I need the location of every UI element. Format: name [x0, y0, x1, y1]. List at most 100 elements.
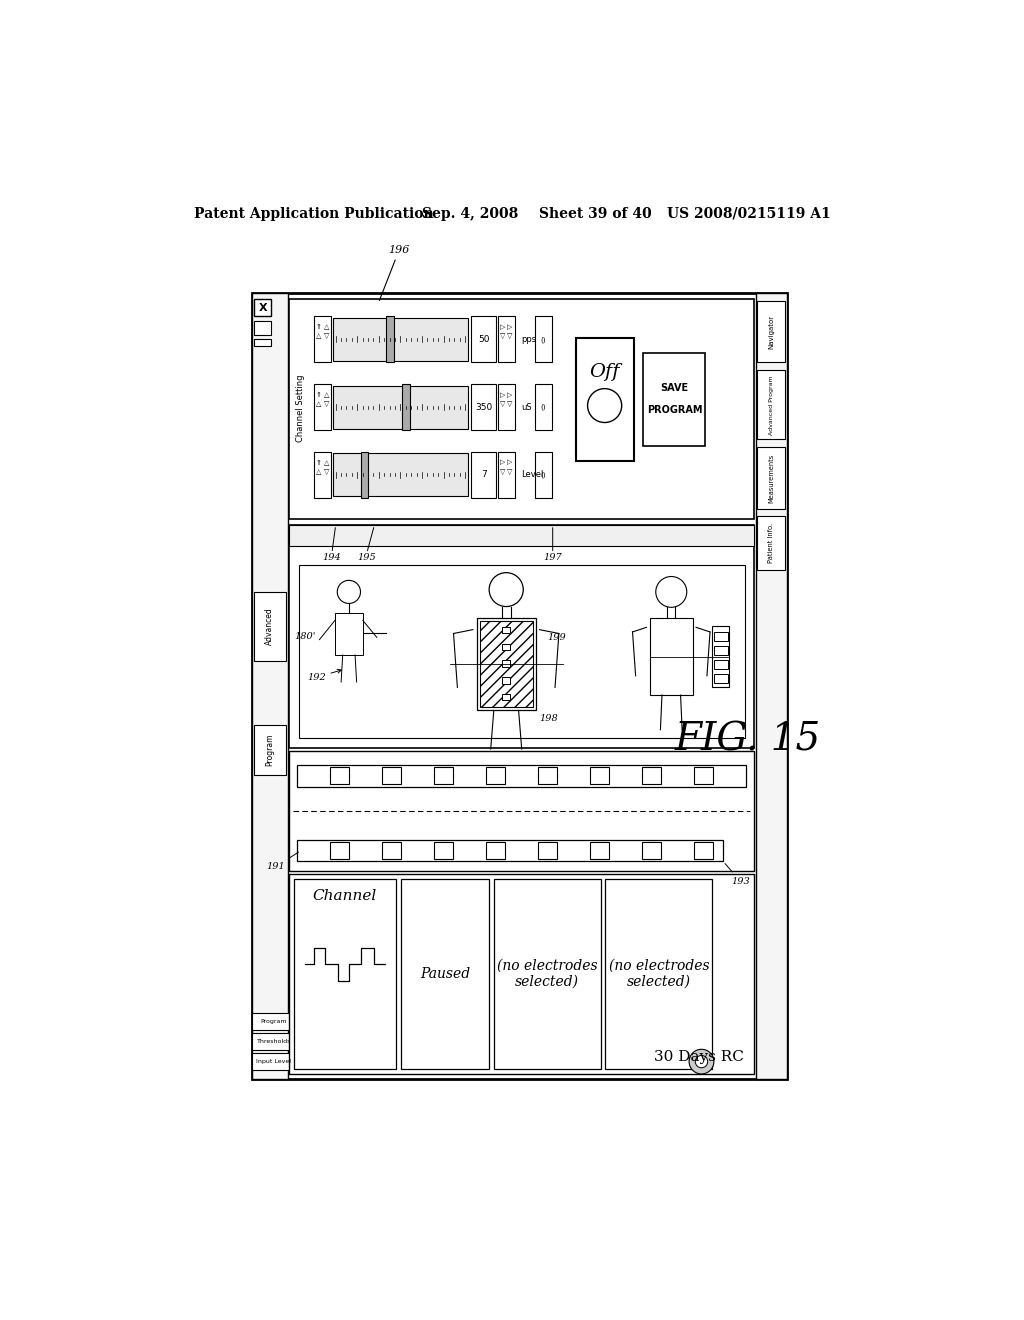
Text: 196: 196: [379, 244, 410, 301]
Text: FIG. 15: FIG. 15: [675, 721, 821, 758]
Text: ▽: ▽: [500, 333, 505, 339]
Text: Paused: Paused: [420, 966, 470, 981]
Bar: [434, 842, 453, 859]
Text: △: △: [316, 469, 322, 475]
Bar: [331, 842, 349, 859]
Bar: [756, 293, 786, 1078]
Text: Patient Info.: Patient Info.: [768, 523, 774, 564]
Bar: [649, 618, 693, 696]
Bar: [360, 451, 369, 498]
Bar: [402, 384, 410, 430]
Circle shape: [655, 577, 687, 607]
Bar: [758, 447, 785, 508]
Bar: [605, 879, 713, 1069]
Bar: [382, 842, 401, 859]
Text: ▽: ▽: [500, 469, 505, 475]
Text: △: △: [324, 323, 329, 330]
Text: SAVE: SAVE: [660, 383, 688, 393]
Text: Level: Level: [521, 470, 544, 479]
Text: Sep. 4, 2008: Sep. 4, 2008: [423, 207, 519, 220]
Text: 350: 350: [475, 403, 493, 412]
Text: US 2008/0215119 A1: US 2008/0215119 A1: [667, 207, 830, 220]
Bar: [503, 660, 510, 667]
Bar: [494, 879, 601, 1069]
Bar: [694, 767, 713, 784]
Text: △: △: [316, 333, 322, 339]
Bar: [254, 591, 286, 661]
Bar: [498, 317, 515, 363]
Text: X: X: [258, 302, 267, 313]
Bar: [333, 318, 468, 360]
Bar: [535, 317, 552, 363]
Bar: [714, 632, 728, 642]
Text: ▽: ▽: [500, 401, 505, 407]
Bar: [539, 767, 557, 784]
Circle shape: [337, 581, 360, 603]
Text: PROGRAM: PROGRAM: [646, 405, 702, 416]
Bar: [289, 300, 755, 519]
Bar: [477, 618, 536, 710]
Bar: [386, 317, 394, 363]
Text: 198: 198: [540, 714, 558, 722]
Text: Channel: Channel: [313, 890, 377, 903]
Bar: [498, 451, 515, 498]
Text: (): (): [541, 404, 546, 411]
Text: 192: 192: [307, 669, 341, 682]
Bar: [294, 879, 396, 1069]
Bar: [254, 725, 286, 775]
Text: ⇑: ⇑: [315, 392, 322, 397]
Text: Navigator: Navigator: [768, 314, 774, 348]
Bar: [252, 1014, 295, 1030]
Bar: [289, 525, 755, 546]
Circle shape: [695, 1056, 708, 1068]
Bar: [252, 1034, 295, 1051]
Bar: [333, 385, 468, 429]
Text: Advanced Program: Advanced Program: [769, 375, 774, 434]
Text: (no electrodes
selected): (no electrodes selected): [608, 958, 710, 989]
Bar: [480, 622, 532, 708]
Text: 191: 191: [266, 853, 298, 871]
Bar: [289, 751, 755, 871]
Text: △: △: [324, 459, 329, 466]
Text: ▷: ▷: [500, 323, 505, 330]
Text: Advanced: Advanced: [265, 607, 274, 645]
Bar: [503, 627, 510, 632]
Circle shape: [489, 573, 523, 607]
Bar: [643, 354, 706, 446]
Text: ▷: ▷: [507, 323, 513, 330]
Text: 30 Days RC: 30 Days RC: [654, 1049, 744, 1064]
Bar: [252, 293, 288, 1078]
Bar: [382, 767, 401, 784]
Bar: [642, 767, 662, 784]
Text: 195: 195: [357, 553, 376, 562]
Text: 193: 193: [725, 863, 750, 886]
Bar: [335, 612, 362, 655]
Text: 50: 50: [478, 335, 489, 343]
Bar: [486, 767, 505, 784]
Bar: [314, 451, 331, 498]
Text: ⇑: ⇑: [315, 323, 322, 330]
Text: Thresholds: Thresholds: [257, 1039, 291, 1044]
Bar: [503, 677, 510, 684]
Bar: [642, 842, 662, 859]
Text: ▷: ▷: [500, 459, 505, 466]
Text: (no electrodes
selected): (no electrodes selected): [497, 958, 598, 989]
Text: ▷: ▷: [500, 392, 505, 397]
Bar: [503, 694, 510, 701]
Bar: [331, 767, 349, 784]
Bar: [714, 645, 728, 655]
Bar: [471, 317, 496, 363]
Bar: [297, 766, 746, 787]
Text: 7: 7: [481, 470, 486, 479]
Bar: [252, 293, 786, 1078]
Text: Sheet 39 of 40: Sheet 39 of 40: [539, 207, 651, 220]
Bar: [333, 453, 468, 496]
Bar: [498, 384, 515, 430]
Text: ▽: ▽: [324, 333, 329, 339]
Text: Measurements: Measurements: [768, 453, 774, 503]
Circle shape: [689, 1049, 714, 1074]
Text: Program: Program: [260, 1019, 287, 1024]
Text: Channel Setting: Channel Setting: [296, 375, 305, 442]
Bar: [254, 321, 271, 335]
Text: 199: 199: [547, 632, 566, 642]
